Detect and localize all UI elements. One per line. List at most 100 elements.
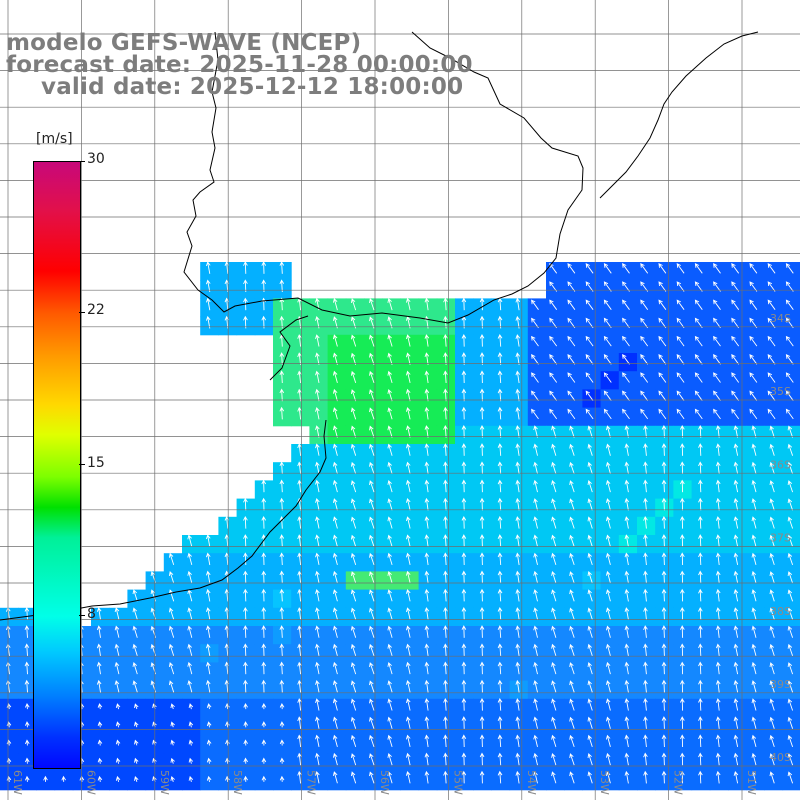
wind-arrow — [661, 770, 667, 784]
wind-arrow — [549, 299, 558, 310]
wind-arrow — [605, 643, 611, 657]
wind-arrow — [640, 299, 649, 310]
wind-arrow — [405, 679, 411, 693]
wind-arrow — [715, 752, 721, 766]
wind-arrow — [603, 408, 612, 420]
grid-labels: 61W 60W 59W 58W 57W 56W 55W 54W 53W 52W 51W 34S 35S 3… — [11, 312, 791, 795]
wind-arrow — [679, 552, 685, 566]
wind-arrow — [461, 552, 467, 566]
wind-arrow — [225, 775, 230, 782]
wind-arrow — [497, 479, 503, 493]
wind-arrow — [585, 335, 594, 347]
wind-arrow — [315, 425, 320, 438]
wind-arrow — [622, 335, 630, 347]
wind-arrow — [461, 406, 467, 420]
wind-arrow — [187, 625, 193, 638]
wind-arrow — [461, 625, 467, 638]
wind-arrow — [767, 317, 776, 329]
wind-arrow — [679, 679, 685, 693]
wind-arrow — [315, 643, 320, 656]
wind-cell — [782, 626, 800, 645]
wind-arrow — [206, 739, 212, 746]
wind-arrow — [533, 716, 538, 729]
wind-arrow — [497, 606, 503, 620]
wind-arrow — [6, 739, 12, 746]
wind-arrow — [350, 498, 357, 511]
wind-arrow — [497, 734, 503, 748]
wind-arrow — [205, 679, 211, 693]
wind-arrow — [605, 625, 611, 638]
wind-arrow — [405, 406, 411, 420]
wind-arrow — [369, 643, 375, 657]
wind-arrow — [661, 479, 667, 493]
wind-arrow — [769, 425, 775, 438]
wind-arrow — [387, 534, 393, 547]
wind-arrow — [515, 679, 521, 693]
wind-arrow — [461, 424, 467, 438]
wind-arrow — [332, 734, 338, 748]
wind-arrow — [751, 552, 757, 566]
wind-arrow — [551, 516, 557, 529]
wind-arrow — [261, 721, 267, 728]
colorbar-unit-label: [m/s] — [36, 131, 73, 147]
wind-arrow — [533, 443, 538, 456]
wind-arrow — [643, 697, 648, 711]
wind-arrow — [497, 534, 503, 547]
wind-arrow — [567, 299, 576, 310]
colorbar — [33, 161, 81, 769]
wind-arrow — [405, 752, 411, 766]
wind-arrow — [731, 390, 740, 401]
wind-arrow — [551, 589, 557, 602]
wind-arrow — [624, 661, 630, 675]
wind-arrow — [733, 479, 739, 493]
wind-arrow — [424, 552, 430, 566]
wind-arrow — [479, 297, 485, 311]
wind-arrow — [350, 552, 357, 566]
wind-arrow — [767, 372, 776, 383]
colorbar-tick-30: 30 — [87, 151, 105, 167]
wind-arrow — [369, 680, 375, 693]
wind-arrow — [569, 643, 575, 657]
wind-arrow — [170, 703, 175, 710]
wind-arrow — [533, 589, 538, 602]
wind-arrow — [424, 334, 430, 347]
wind-arrow — [297, 352, 302, 365]
colorbar-tick-22: 22 — [87, 302, 105, 318]
wind-arrow — [479, 570, 485, 584]
wind-arrow — [769, 753, 775, 766]
wind-arrow — [479, 370, 485, 384]
wind-arrow — [243, 757, 248, 764]
wind-arrow — [387, 298, 393, 311]
wind-arrow — [297, 479, 302, 493]
wind-arrow — [551, 534, 557, 547]
wind-arrow — [569, 771, 575, 784]
longitude-label: 56W — [378, 770, 391, 795]
wind-arrow — [551, 480, 557, 493]
wind-arrow — [751, 625, 757, 638]
wind-arrow — [605, 425, 611, 438]
wind-arrow — [461, 606, 467, 620]
wind-arrow — [658, 317, 667, 329]
wind-arrow — [640, 335, 649, 347]
wind-arrow — [733, 425, 739, 438]
wind-arrow — [405, 334, 411, 347]
wind-arrow — [787, 607, 794, 620]
wind-arrow — [369, 389, 375, 402]
wind-arrow — [279, 497, 285, 511]
wind-arrow — [279, 679, 285, 693]
wind-arrow — [515, 352, 521, 365]
wind-arrow — [515, 643, 521, 657]
wind-arrow — [679, 479, 685, 493]
wind-arrow — [767, 408, 776, 420]
wind-arrow — [715, 625, 721, 638]
wind-arrow — [715, 534, 721, 547]
wind-arrow — [443, 388, 448, 402]
wind-arrow — [61, 775, 66, 782]
wind-arrow — [350, 753, 357, 766]
wind-arrow — [405, 716, 411, 729]
wind-arrow — [369, 716, 375, 729]
wind-arrow — [24, 739, 30, 746]
wind-arrow — [533, 661, 538, 675]
wind-arrow — [515, 516, 521, 529]
